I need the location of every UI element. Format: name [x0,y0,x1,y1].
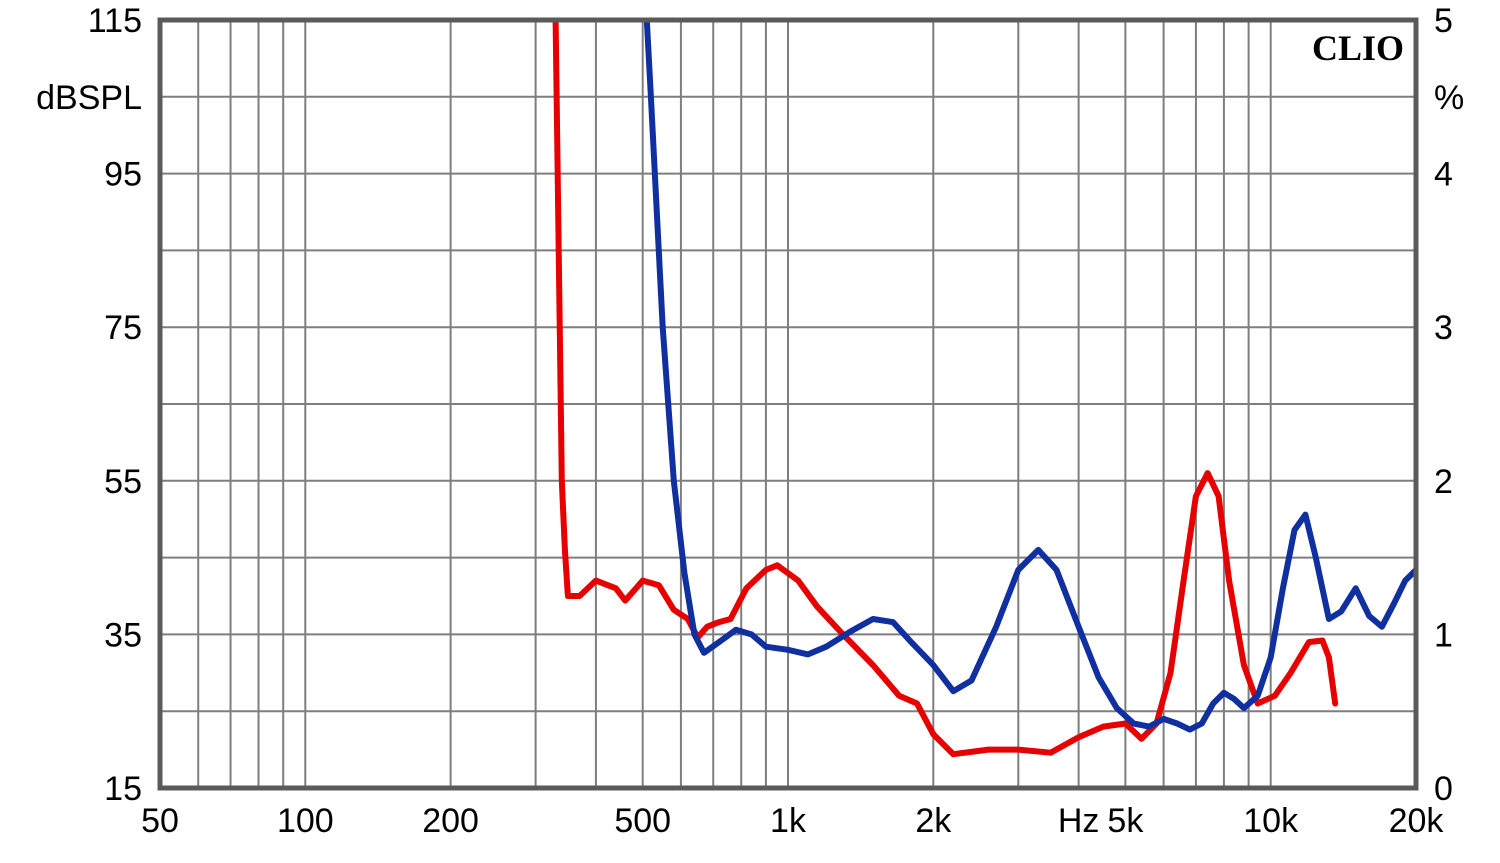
x-tick-label: 10k [1243,802,1299,840]
x-tick-label: 50 [141,802,179,840]
y-right-tick-label: 5 [1434,2,1453,40]
y-right-tick-label: 0 [1434,770,1453,808]
y-left-tick-label: 95 [104,156,142,194]
y-right-tick-label: 1 [1434,616,1453,654]
y-right-tick-label: 4 [1434,156,1453,194]
y-left-tick-label: 55 [104,463,142,501]
y-left-tick-label: 35 [104,616,142,654]
chart-container: 501002005001k2k5k10k20kHz1535557595115dB… [0,0,1500,863]
x-unit-label: Hz [1058,802,1100,840]
y-left-tick-label: 75 [104,309,142,347]
x-tick-label: 1k [770,802,807,840]
y-left-tick-label: 115 [88,2,142,40]
x-tick-label: 5k [1107,802,1144,840]
y-right-tick-label: 3 [1434,309,1453,347]
x-tick-label: 200 [422,802,479,840]
y-right-unit-label: % [1434,79,1464,117]
x-tick-label: 500 [614,802,671,840]
x-tick-label: 2k [915,802,952,840]
y-left-tick-label: 15 [104,770,142,808]
x-tick-label: 100 [277,802,334,840]
y-left-unit-label: dBSPL [36,79,142,117]
y-right-tick-label: 2 [1434,463,1453,501]
chart-svg: 501002005001k2k5k10k20kHz1535557595115dB… [0,0,1500,863]
logo-text: CLIO [1312,28,1404,68]
